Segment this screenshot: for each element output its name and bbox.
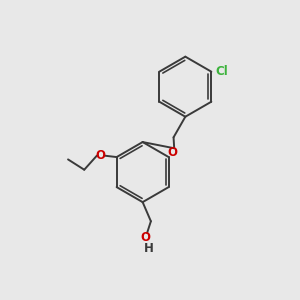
Text: O: O xyxy=(167,146,177,159)
Text: H: H xyxy=(144,242,154,255)
Text: Cl: Cl xyxy=(215,64,228,78)
Text: O: O xyxy=(95,149,105,162)
Text: O: O xyxy=(141,231,151,244)
